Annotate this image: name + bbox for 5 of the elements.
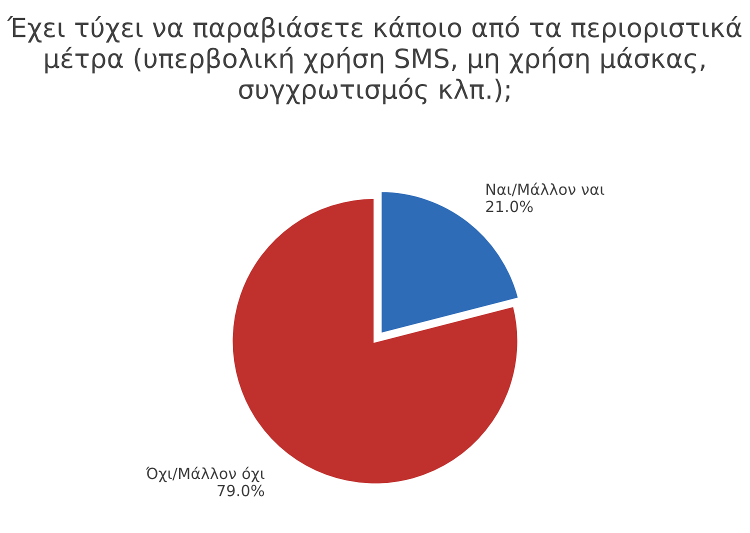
slice-label: Ναι/Μάλλον ναι [486,182,604,196]
chart-title: Έχει τύχει να παραβιάσετε κάποιο από τα περιοριστικά μέτρα (υπερβολική χρήση SMS, μη χρήση μάσκας, συγχρωτισμός κλπ.); [7,16,742,104]
data-label: 79.0% [218,484,264,496]
slice-label: Όχι/Μάλλον όχι [146,466,264,482]
data-label: 21.0% [486,200,533,212]
